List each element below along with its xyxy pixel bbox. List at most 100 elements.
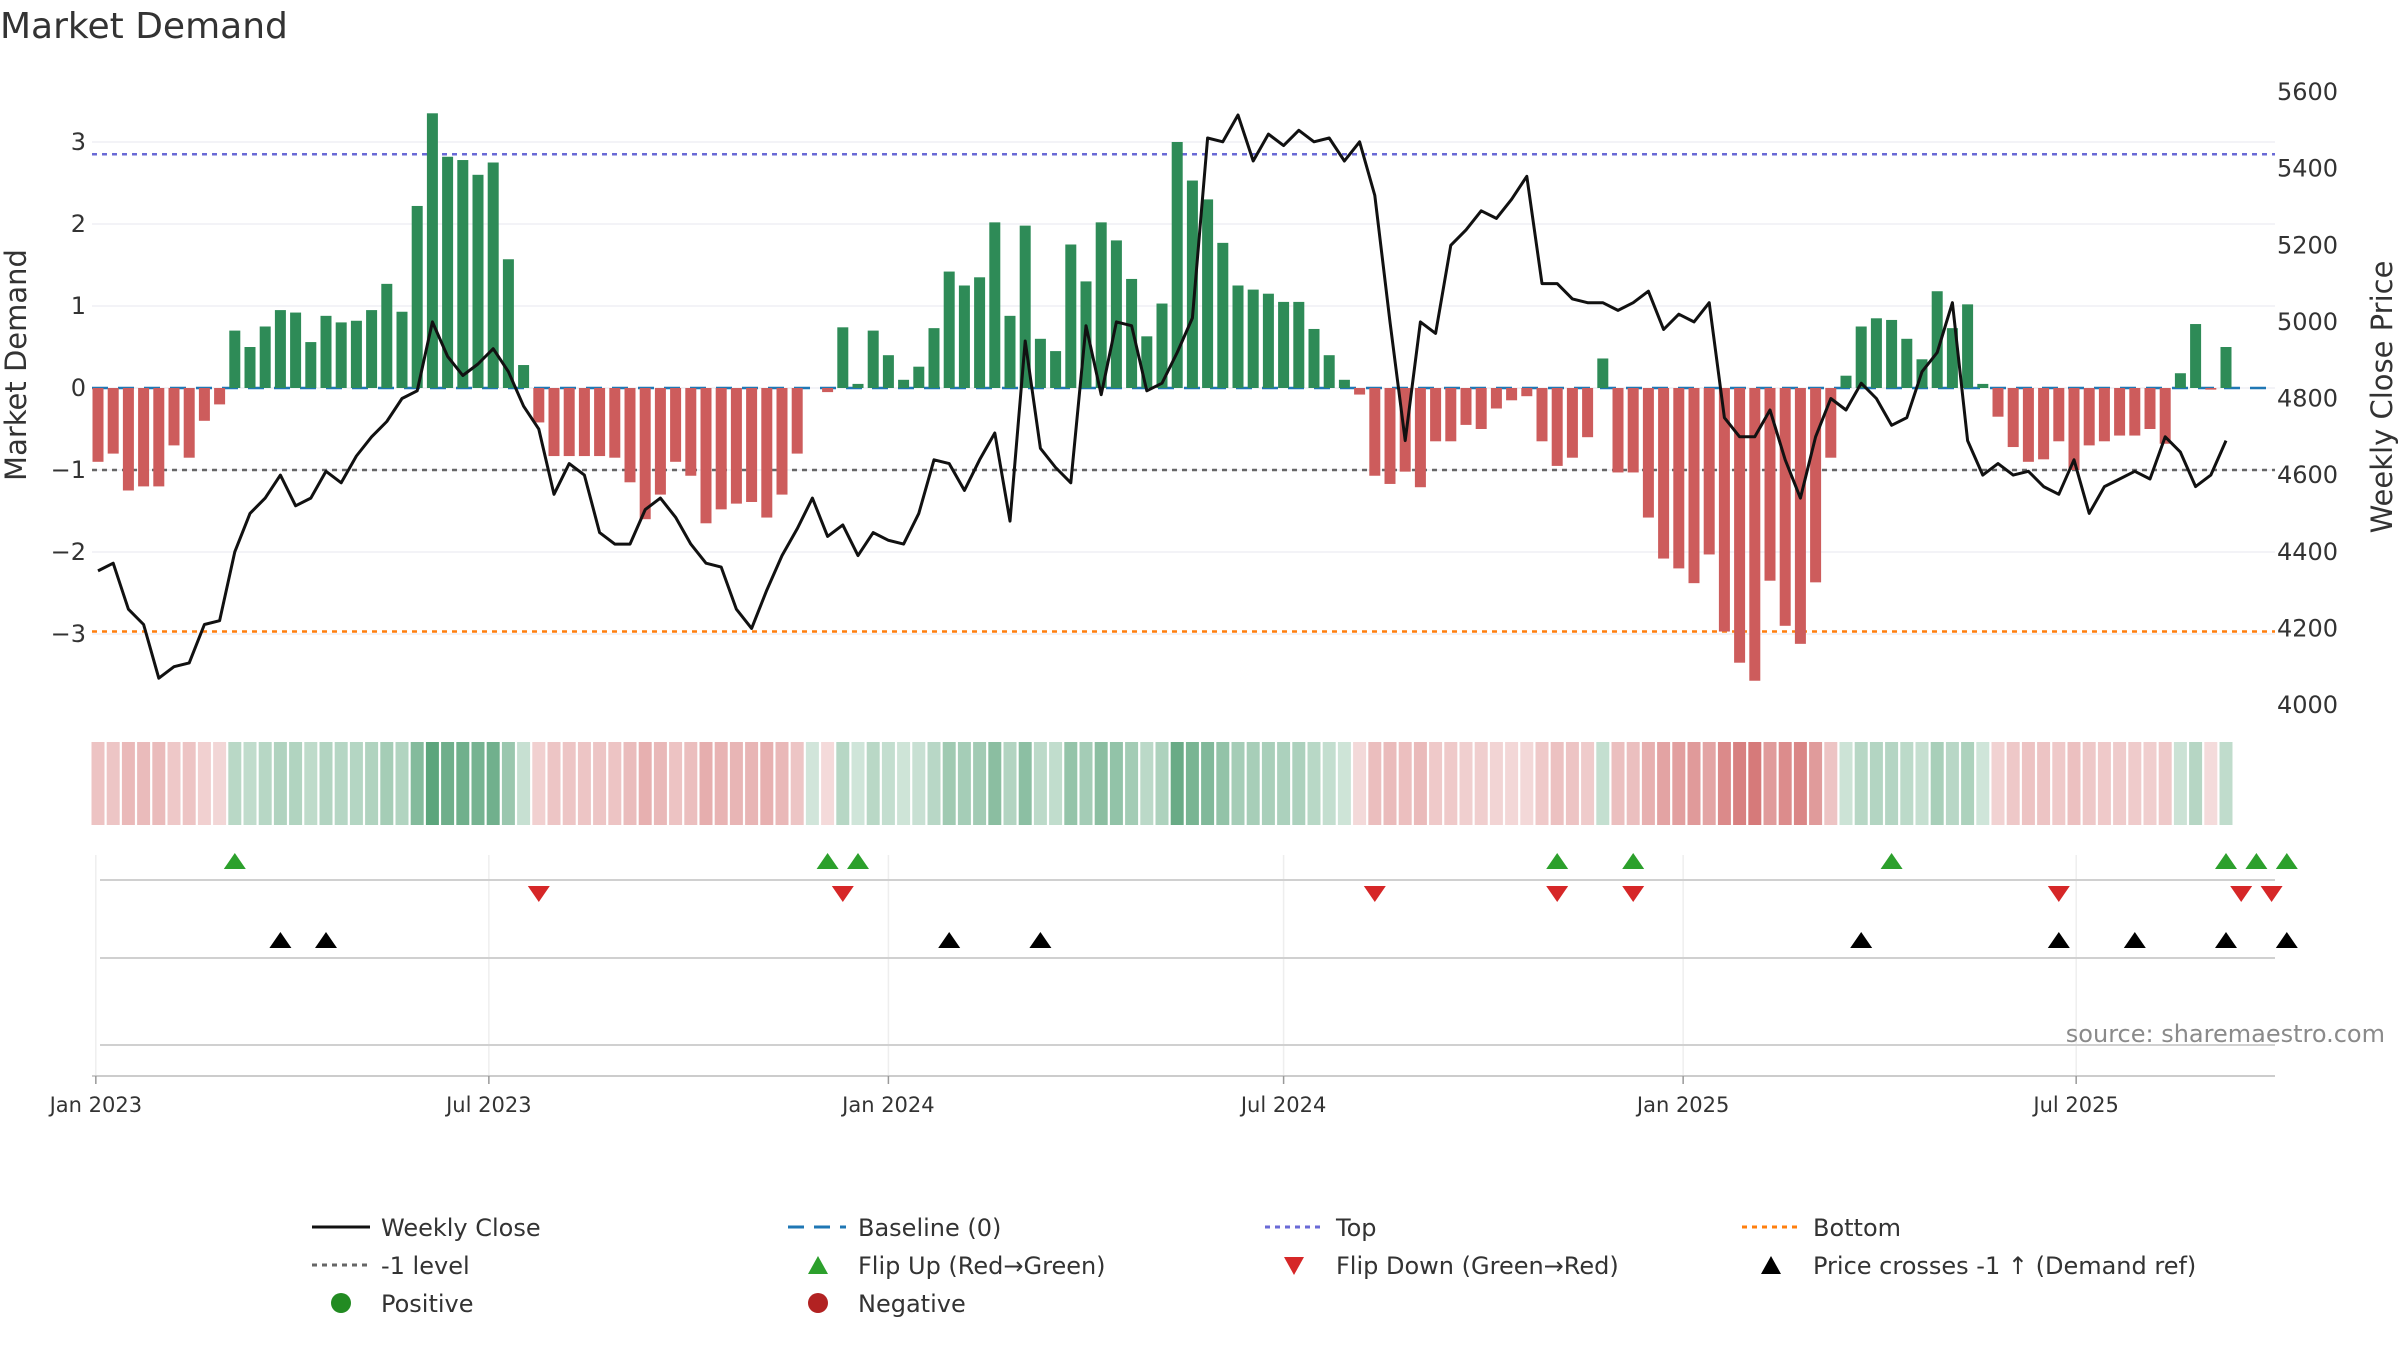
heat-cell [836,742,850,825]
heat-cell [1337,742,1351,825]
demand-bar [822,388,834,393]
heat-cell [653,742,667,825]
heat-cell [213,742,227,825]
demand-bar [198,388,210,421]
demand-bar [442,156,454,388]
heat-cell [1611,742,1625,825]
heat-cell [197,742,211,825]
demand-bar [1642,388,1654,518]
legend-item-minus-one: -1 level [312,1252,470,1280]
demand-bar [411,205,423,388]
heat-cell [486,742,500,825]
demand-bar [1293,301,1305,388]
heat-cell [1185,742,1199,825]
flip-down-triangle-icon [1284,1257,1304,1275]
heat-cell [593,742,607,825]
demand-bar [396,311,408,388]
demand-bar [1551,388,1563,466]
heat-cell [1049,742,1063,825]
flip-down-marker [2047,886,2070,902]
heat-cell [2204,742,2218,825]
heat-cell [1641,742,1655,825]
heat-cell [1961,742,1975,825]
heat-cell [2006,742,2020,825]
demand-bar [107,388,119,454]
y2-tick-label: 5200 [2277,231,2338,259]
demand-bar [928,328,940,388]
flip-up-marker [1622,853,1645,869]
demand-bar [685,388,697,476]
heat-cell [1839,742,1853,825]
demand-bar [1931,291,1943,388]
demand-bar [715,388,727,510]
demand-bar [229,330,241,388]
demand-bar [1354,388,1366,395]
legend-label-top: Top [1335,1214,1377,1242]
demand-bar [974,277,986,388]
demand-bar [2129,388,2141,436]
demand-bar [518,365,530,388]
y2-tick-label: 4600 [2277,461,2338,489]
demand-bar [1703,388,1715,555]
demand-bar [1460,388,1472,425]
heat-cell [471,742,485,825]
flip-down-marker [527,886,550,902]
heat-cell [1626,742,1640,825]
flip-up-marker [847,853,869,869]
y2-tick-label: 4200 [2277,614,2338,642]
demand-bar [1749,388,1761,681]
demand-bar [1247,289,1259,388]
heat-cell [1079,742,1093,825]
heat-cell [501,742,515,825]
legend-item-flip-down: Flip Down (Green→Red) [1284,1252,1619,1280]
demand-bar [1414,388,1426,488]
heat-cell [1368,742,1382,825]
heat-cell [1033,742,1047,825]
heat-cell [1094,742,1108,825]
heat-cell [1353,742,1367,825]
event-markers [223,853,2298,948]
heat-cell [927,742,941,825]
demand-bar [2098,388,2110,442]
demand-bar [882,355,894,388]
heat-cell [425,742,439,825]
legend-item-baseline: Baseline (0) [788,1214,1001,1242]
heat-cell [1778,742,1792,825]
heat-cell [805,742,819,825]
demand-bar [1323,355,1335,388]
heat-cell [1474,742,1488,825]
legend-label-baseline: Baseline (0) [858,1214,1001,1242]
legend-label-flip-down: Flip Down (Green→Red) [1336,1252,1619,1280]
heat-cell [182,742,196,825]
heat-cell [1657,742,1671,825]
heat-cell [2067,742,2081,825]
legend-item-price-cross: Price crosses -1 ↑ (Demand ref) [1761,1252,2196,1280]
demand-bar [1232,285,1244,388]
demand-bar [350,320,362,388]
demand-bar [1126,278,1138,388]
demand-bar [943,271,955,388]
heat-cell [1307,742,1321,825]
demand-bar [958,285,970,388]
price-cross-triangle-icon [1761,1256,1781,1274]
demand-bar [1171,142,1183,388]
flip-up-marker [1880,853,1903,869]
flip-down-marker [1622,886,1645,902]
demand-bar [2144,388,2156,429]
demand-bar [852,383,864,388]
heat-cell [1413,742,1427,825]
demand-bar [1156,303,1168,388]
legend-label-weekly-close: Weekly Close [381,1214,541,1242]
heat-cell [532,742,546,825]
demand-bar [594,388,606,457]
heat-cell [1596,742,1610,825]
demand-bar [578,388,590,457]
heat-cell [1520,742,1534,825]
y2-tick-label: 5000 [2277,308,2338,336]
heat-cell [775,742,789,825]
demand-bar [1110,240,1122,388]
heat-cell [1748,742,1762,825]
legend-label-flip-up: Flip Up (Red→Green) [858,1252,1106,1280]
heat-cell [1125,742,1139,825]
demand-bar [1764,388,1776,581]
